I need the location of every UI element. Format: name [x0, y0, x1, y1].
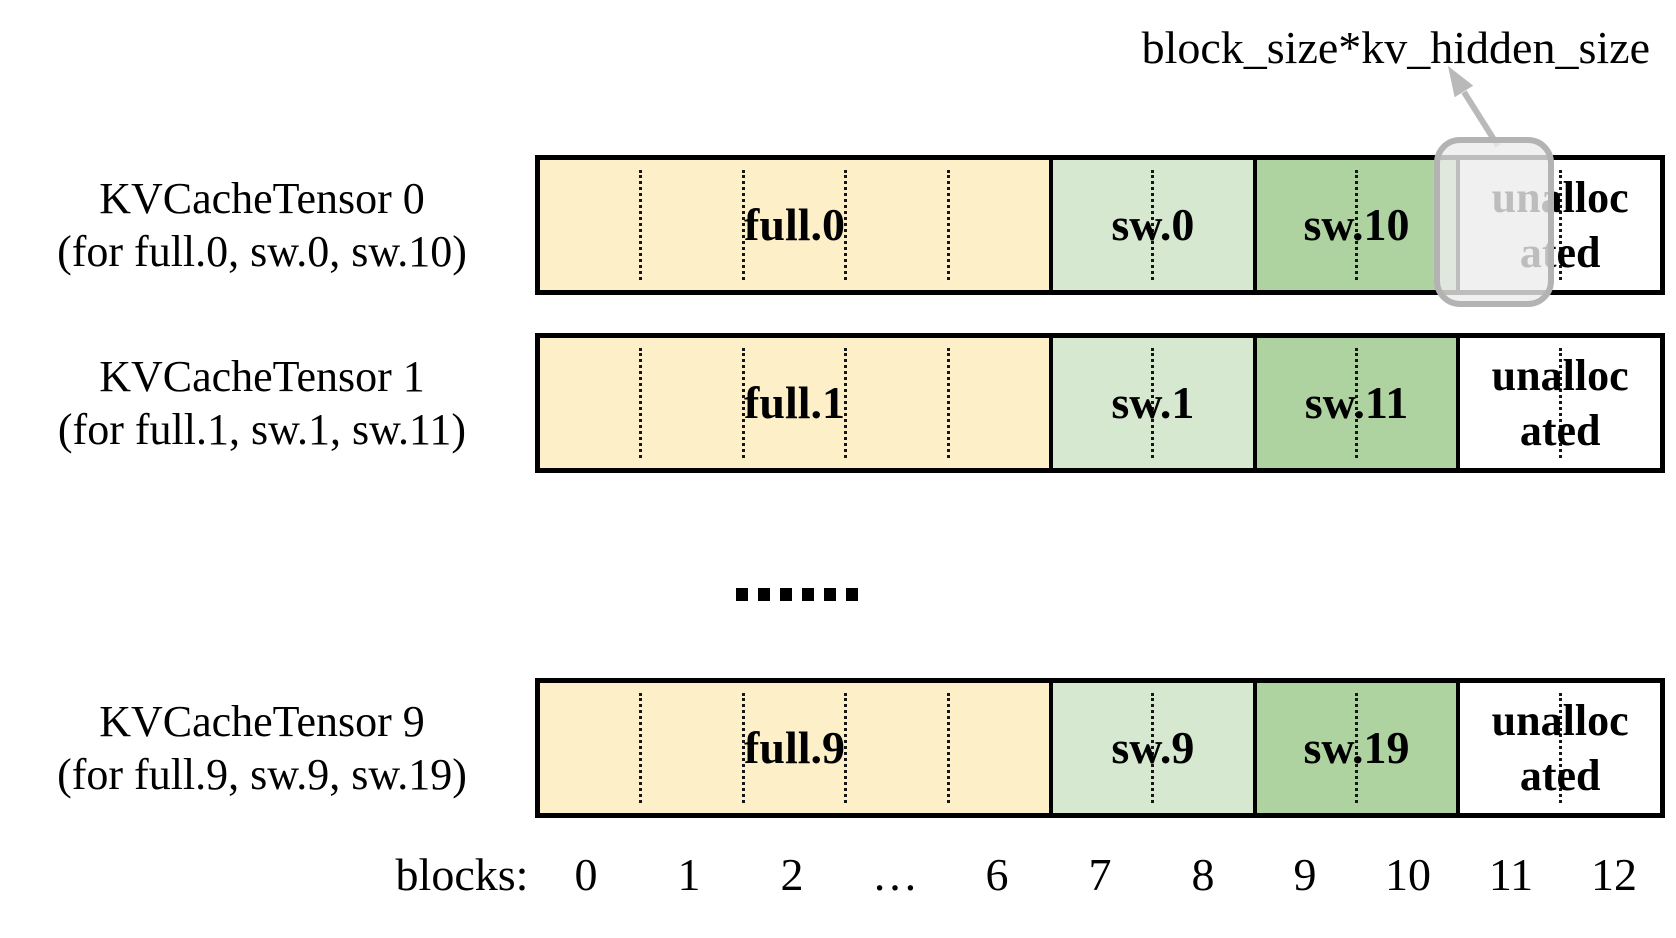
ellipsis-dot	[802, 588, 814, 601]
segment-sw-9: sw.9	[1049, 683, 1253, 813]
segment-full-9: full.9	[540, 683, 1050, 813]
ellipsis-dot	[824, 588, 836, 601]
block-tick-ellipsis: …	[872, 849, 918, 900]
block-cell	[1558, 692, 1660, 804]
tensor-1-subtitle: (for full.1, sw.1, sw.11)	[57, 405, 467, 454]
block-cell	[540, 693, 639, 804]
segment-unallocated-9: unallocated	[1456, 683, 1660, 813]
block-tick: 0	[574, 849, 598, 900]
block-cell	[946, 692, 1049, 804]
block-cell	[741, 347, 844, 459]
block-cell	[946, 169, 1049, 281]
row-label-tensor-1: KVCacheTensor 1 (for full.1, sw.1, sw.11…	[8, 350, 516, 456]
block-cell	[1558, 169, 1660, 281]
block-cell	[1460, 693, 1558, 804]
block-cell	[844, 692, 946, 804]
block-cell	[1355, 692, 1456, 804]
tensor-1-bar: full.1 sw.1 sw.11 unallocated	[535, 333, 1665, 473]
block-cell	[844, 169, 946, 281]
block-tick: 6	[985, 849, 1009, 900]
block-tick: 8	[1191, 849, 1215, 900]
segment-sw-0: sw.0	[1049, 160, 1253, 290]
highlighted-block-outline	[1434, 137, 1554, 307]
block-cell	[741, 169, 844, 281]
block-cell	[1257, 348, 1355, 459]
block-cell	[946, 347, 1049, 459]
block-cell	[1151, 347, 1252, 459]
tensor-0-subtitle: (for full.0, sw.0, sw.10)	[57, 227, 467, 276]
segment-full-0: full.0	[540, 160, 1050, 290]
block-tick: 2	[780, 849, 804, 900]
segment-full-1: full.1	[540, 338, 1050, 468]
segment-sw-19: sw.19	[1252, 683, 1457, 813]
tensor-9-subtitle: (for full.9, sw.9, sw.19)	[57, 750, 467, 799]
block-cell	[1558, 347, 1660, 459]
segment-sw-10: sw.10	[1252, 160, 1457, 290]
rows-ellipsis: ......	[736, 588, 858, 601]
segment-sw-11: sw.11	[1252, 338, 1457, 468]
blocks-axis-label: blocks:	[395, 849, 529, 900]
tensor-9-bar: full.9 sw.9 sw.19 unallocated	[535, 678, 1665, 818]
row-label-tensor-0: KVCacheTensor 0 (for full.0, sw.0, sw.10…	[8, 172, 516, 278]
tensor-1-title: KVCacheTensor 1	[99, 352, 425, 401]
block-cell	[1151, 692, 1252, 804]
block-cell	[1355, 169, 1456, 281]
block-cell	[540, 170, 639, 281]
tensor-9-title: KVCacheTensor 9	[99, 697, 425, 746]
block-tick: 11	[1488, 849, 1534, 900]
block-tick: 1	[677, 849, 701, 900]
ellipsis-dot	[736, 588, 748, 601]
block-cell	[639, 347, 741, 459]
row-label-tensor-9: KVCacheTensor 9 (for full.9, sw.9, sw.19…	[8, 695, 516, 801]
block-tick: 9	[1293, 849, 1317, 900]
block-cell	[1257, 170, 1355, 281]
block-tick: 12	[1591, 849, 1637, 900]
block-cell	[639, 169, 741, 281]
block-cell	[1053, 693, 1151, 804]
blocks-axis: blocks: 0 1 2 … 6 7 8 9 10 11 12	[0, 848, 1676, 904]
block-tick: 10	[1385, 849, 1431, 900]
ellipsis-dot	[780, 588, 792, 601]
block-cell	[1053, 170, 1151, 281]
segment-sw-1: sw.1	[1049, 338, 1253, 468]
block-cell	[844, 347, 946, 459]
ellipsis-dot	[846, 588, 858, 601]
block-cell	[540, 348, 639, 459]
block-size-annotation: block_size*kv_hidden_size	[1141, 22, 1650, 73]
block-tick: 7	[1088, 849, 1112, 900]
block-cell	[1355, 347, 1456, 459]
block-cell	[1151, 169, 1252, 281]
segment-unallocated-1: unallocated	[1456, 338, 1660, 468]
block-cell	[1460, 348, 1558, 459]
block-cell	[1257, 693, 1355, 804]
tensor-0-title: KVCacheTensor 0	[99, 174, 425, 223]
ellipsis-dot	[758, 588, 770, 601]
block-cell	[639, 692, 741, 804]
block-cell	[1053, 348, 1151, 459]
block-cell	[741, 692, 844, 804]
